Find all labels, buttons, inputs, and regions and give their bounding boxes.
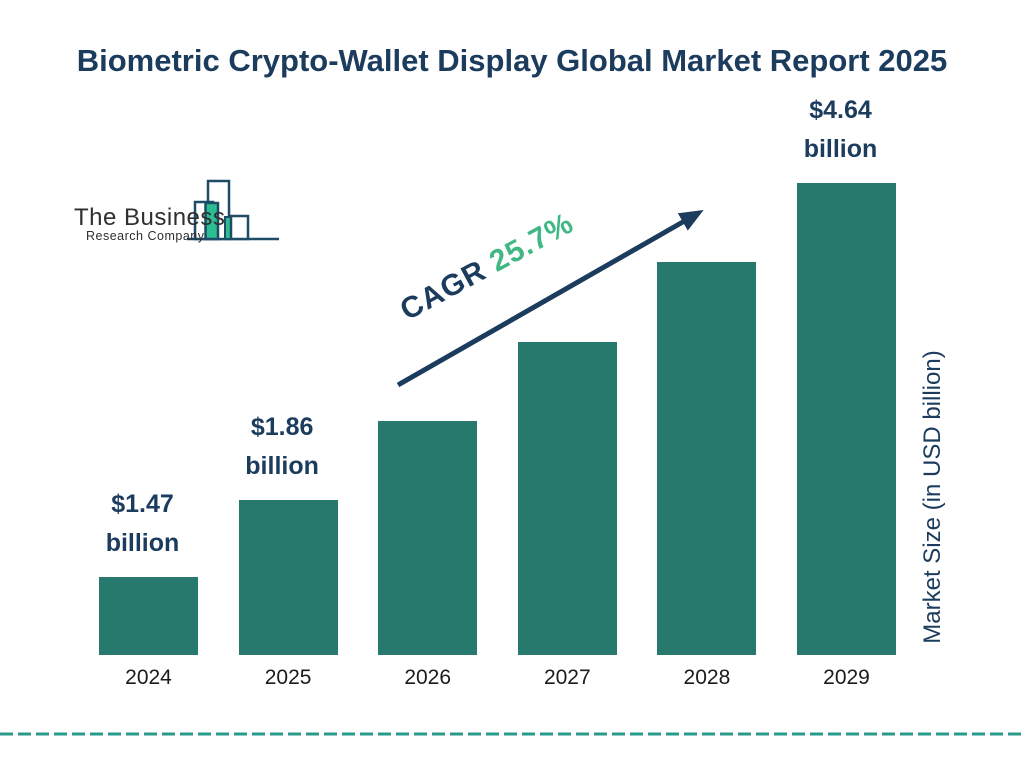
company-logo: The Business Research Company xyxy=(74,179,279,243)
growth-arrow-icon xyxy=(396,210,704,388)
value-label-2024: $1.47 billion xyxy=(105,490,180,557)
logo-text-line1: The Business xyxy=(74,204,225,231)
bar-2029 xyxy=(797,183,896,655)
bar-2026 xyxy=(378,421,478,655)
bar-2024 xyxy=(99,577,198,655)
bar-2025 xyxy=(238,500,338,655)
logo-text-line2: Research Company xyxy=(86,229,205,243)
x-tick-label-2027: 2027 xyxy=(543,666,591,689)
value-label-2025: $1.86 billion xyxy=(245,413,319,480)
x-tick-label-2028: 2028 xyxy=(683,666,731,689)
page-title: Biometric Crypto-Wallet Display Global M… xyxy=(76,43,948,78)
x-tick-label-2026: 2026 xyxy=(404,666,452,689)
logo-bars-icon xyxy=(187,179,279,241)
value-label-2029: $4.64 billion xyxy=(803,96,878,163)
x-tick-label-2024: 2024 xyxy=(125,666,172,689)
x-tick-label-2025: 2025 xyxy=(264,666,312,689)
bar-2028 xyxy=(657,262,757,655)
y-axis-label: Market Size (in USD billion) xyxy=(919,350,946,644)
bar-2027 xyxy=(517,342,617,655)
bottom-dashed-divider xyxy=(0,732,1024,736)
x-tick-label-2029: 2029 xyxy=(823,666,870,689)
